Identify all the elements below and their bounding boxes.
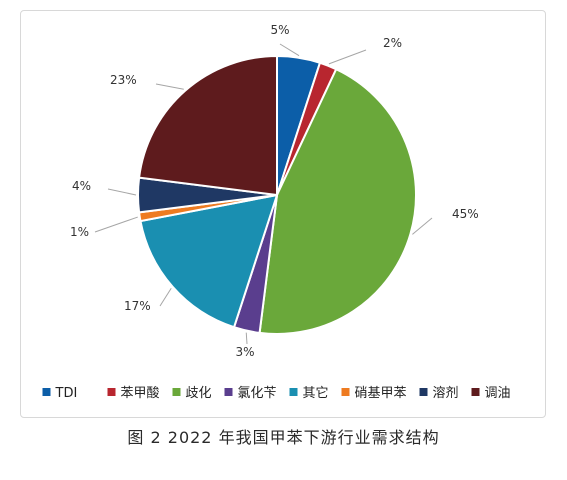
pie-chart: 5% 2% 45% 3% 17% 1% 4% 23% TDI 苯甲酸 歧化 氯化苄 其它 硝基甲苯 溶剂 调… [42, 23, 511, 401]
data-label-3: 45% [452, 207, 479, 221]
leader-line-3 [412, 217, 433, 235]
data-label-8: 23% [110, 73, 137, 87]
leader-line-5 [159, 287, 172, 307]
data-label-7: 4% [72, 179, 91, 193]
leader-line-1 [279, 43, 300, 57]
pie-slice-5 [139, 193, 279, 329]
legend-swatch-5 [289, 388, 298, 396]
legend-label-4: 氯化苄 [238, 386, 277, 401]
data-label-5: 17% [124, 299, 151, 313]
legend-swatch-4 [224, 388, 233, 396]
data-label-2: 2% [383, 36, 402, 50]
legend-swatch-1 [42, 388, 51, 396]
leader-line-4 [245, 332, 248, 345]
data-label-6: 1% [70, 225, 89, 239]
legend-swatch-3 [172, 388, 181, 396]
pie-slice-3 [258, 67, 417, 335]
legend-label-7: 溶剂 [433, 386, 459, 401]
legend-label-6: 硝基甲苯 [355, 386, 407, 401]
legend-swatch-8 [471, 388, 480, 396]
pie-slice-8 [137, 54, 278, 197]
legend-label-3: 歧化 [186, 386, 212, 401]
legend-label-8: 调油 [485, 386, 511, 401]
legend-label-1: TDI [55, 386, 78, 401]
legend-label-2: 苯甲酸 [121, 386, 160, 401]
legend-swatch-2 [107, 388, 116, 396]
data-label-4: 3% [235, 345, 254, 359]
figure-caption: 图 2 2022 年我国甲苯下游行业需求结构 [127, 428, 440, 447]
legend-label-5: 其它 [303, 385, 329, 401]
legend-swatch-6 [341, 388, 350, 396]
leader-line-2 [328, 49, 367, 65]
data-label-1: 5% [270, 23, 289, 37]
leader-line-8 [155, 83, 184, 90]
legend-swatch-7 [419, 388, 428, 396]
leader-line-6 [94, 216, 138, 233]
leader-line-7 [107, 188, 137, 196]
